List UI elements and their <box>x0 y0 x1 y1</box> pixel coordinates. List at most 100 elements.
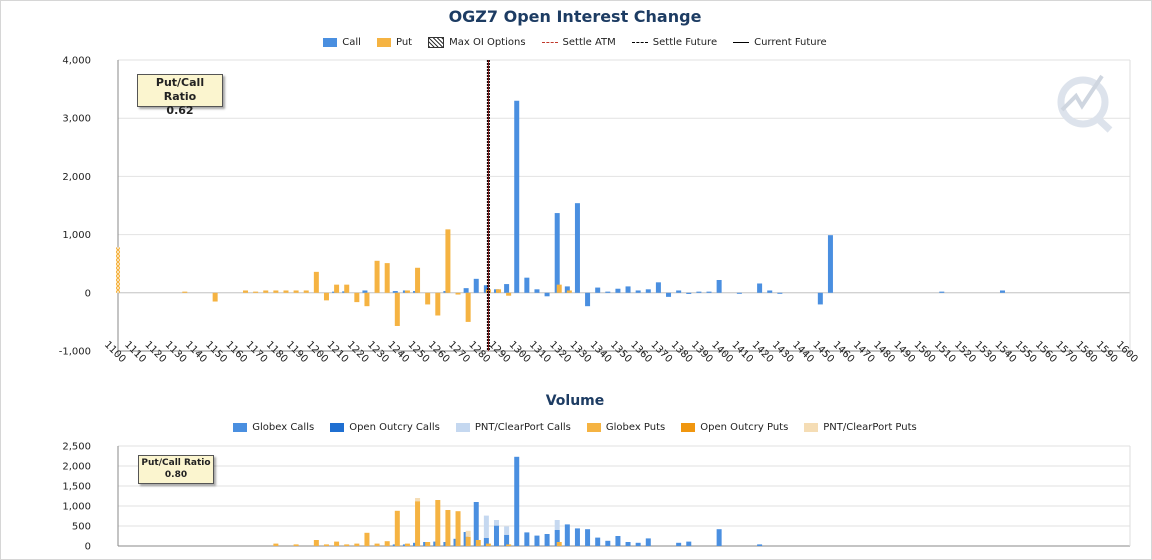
oi-call-bar <box>504 284 510 293</box>
volume-pnt-clearport-calls-bar <box>554 520 560 530</box>
volume-globex-calls-bar <box>524 532 530 546</box>
oi-call-bar <box>615 288 621 293</box>
oi-put-bar <box>212 292 218 302</box>
oi-put-bar <box>374 260 380 293</box>
oi-x-tick-label: 1110 <box>122 339 148 365</box>
volume-legend-item[interactable]: Open Outcry Calls <box>330 422 440 433</box>
oi-legend-item[interactable]: Max OI Options <box>428 37 526 48</box>
volume-y-tick-label: 2,500 <box>62 442 91 453</box>
volume-globex-puts-bar <box>334 541 340 546</box>
oi-legend-color-swatch <box>323 38 338 47</box>
oi-x-tick-label: 1590 <box>1094 339 1120 365</box>
oi-call-bar <box>757 283 763 293</box>
volume-globex-calls-bar <box>625 542 631 546</box>
oi-call-bar <box>939 291 945 293</box>
volume-globex-calls-bar <box>493 525 499 546</box>
oi-x-tick-label: 1160 <box>223 339 249 365</box>
oi-y-tick-label: -1,000 <box>59 347 91 358</box>
volume-globex-calls-bar <box>473 502 479 546</box>
oi-x-tick-label: 1380 <box>669 339 695 365</box>
oi-x-tick-label: 1260 <box>426 339 452 365</box>
oi-call-bar <box>574 203 580 293</box>
oi-call-bar <box>817 292 823 305</box>
oi-legend-hatch-swatch <box>428 37 445 48</box>
volume-globex-puts-bar <box>475 540 481 546</box>
oi-legend-label: Settle ATM <box>562 37 616 48</box>
oi-put-bar <box>506 292 512 296</box>
oi-x-tick-label: 1390 <box>689 339 715 365</box>
oi-legend-item[interactable]: Current Future <box>733 37 827 48</box>
volume-pnt-clearport-puts-bar <box>415 498 421 502</box>
oi-call-bar <box>585 292 591 307</box>
oi-call-bar <box>534 289 540 293</box>
oi-x-tick-label: 1130 <box>163 339 189 365</box>
volume-globex-calls-bar <box>554 530 560 546</box>
oi-put-call-ratio-label: Put/Call Ratio <box>155 76 205 103</box>
oi-x-tick-label: 1570 <box>1053 339 1079 365</box>
volume-globex-puts-bar <box>364 532 370 546</box>
oi-legend-label: Call <box>342 37 361 48</box>
oi-x-tick-label: 1120 <box>142 339 168 365</box>
oi-put-bar <box>404 290 410 293</box>
volume-legend-color-swatch <box>455 423 470 432</box>
volume-legend-color-swatch <box>233 423 248 432</box>
volume-globex-puts-bar <box>273 543 279 546</box>
oi-put-bar <box>435 292 441 316</box>
volume-chart-title: Volume <box>545 393 605 409</box>
oi-x-tick-label: 1560 <box>1033 339 1059 365</box>
oi-call-bar <box>777 292 783 294</box>
oi-x-tick-label: 1210 <box>325 339 351 365</box>
oi-x-tick-label: 1420 <box>750 339 776 365</box>
oi-put-bar <box>323 292 329 301</box>
oi-call-bar <box>666 292 672 297</box>
volume-pnt-clearport-calls-bar <box>493 520 499 526</box>
oi-put-bar <box>566 290 572 293</box>
oi-put-bar <box>556 284 562 293</box>
oi-x-tick-label: 1140 <box>183 339 209 365</box>
oi-call-bar <box>696 291 702 293</box>
oi-legend-item[interactable]: Settle ATM <box>541 37 616 48</box>
oi-x-tick-label: 1180 <box>264 339 290 365</box>
oi-call-bar <box>392 291 398 293</box>
volume-legend-item[interactable]: Open Outcry Puts <box>681 422 788 433</box>
oi-call-bar <box>463 288 469 293</box>
volume-globex-puts-bar <box>415 501 421 546</box>
oi-legend: Call Put Max OI Options Settle ATM Settle Fu… <box>0 37 1150 48</box>
oi-put-bar <box>313 271 319 293</box>
volume-globex-puts-bar <box>323 544 329 546</box>
oi-legend-label: Current Future <box>754 37 827 48</box>
volume-legend-item[interactable]: Globex Puts <box>586 422 665 433</box>
volume-legend-label: PNT/ClearPort Puts <box>823 422 917 433</box>
oi-x-tick-label: 1200 <box>304 339 330 365</box>
oi-x-tick-label: 1430 <box>770 339 796 365</box>
oi-chart-title: OGZ7 Open Interest Change <box>448 7 702 26</box>
volume-legend-color-swatch <box>804 423 819 432</box>
volume-globex-calls-bar <box>483 538 489 546</box>
oi-legend-item[interactable]: Call <box>323 37 361 48</box>
volume-globex-calls-bar <box>544 534 550 546</box>
oi-legend-item[interactable]: Settle Future <box>631 37 717 48</box>
oi-legend-label: Put <box>395 37 413 48</box>
volume-y-tick-label: 1,000 <box>62 502 91 513</box>
volume-legend-item[interactable]: Globex Calls <box>233 422 314 433</box>
volume-globex-calls-bar <box>757 544 763 546</box>
volume-y-tick-label: 500 <box>72 522 91 533</box>
oi-x-tick-label: 1600 <box>1114 339 1140 365</box>
oi-x-tick-label: 1500 <box>911 339 937 365</box>
oi-legend-item[interactable]: Put <box>376 37 413 48</box>
volume-pnt-clearport-calls-bar <box>504 526 510 535</box>
volume-legend-item[interactable]: PNT/ClearPort Calls <box>455 422 571 433</box>
oi-call-bar <box>362 290 368 293</box>
volume-legend-item[interactable]: PNT/ClearPort Puts <box>804 422 917 433</box>
oi-call-bar <box>716 279 722 293</box>
oi-call-bar <box>554 213 560 293</box>
volume-globex-calls-bar <box>564 524 570 546</box>
oi-legend-label: Max OI Options <box>449 37 526 48</box>
volume-globex-calls-bar <box>574 528 580 546</box>
volume-globex-calls-bar <box>716 529 722 546</box>
volume-legend-color-swatch <box>586 423 601 432</box>
volume-globex-puts-bar <box>313 540 319 546</box>
oi-y-tick-label: 2,000 <box>62 172 91 183</box>
oi-x-tick-label: 1540 <box>992 339 1018 365</box>
volume-y-tick-label: 0 <box>85 542 91 553</box>
